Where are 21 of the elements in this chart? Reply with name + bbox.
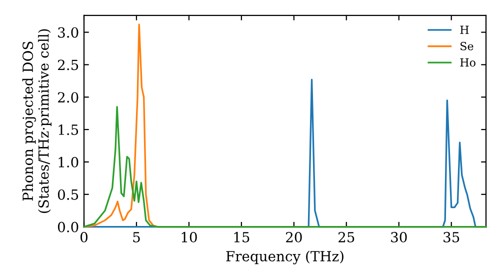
y-axis-title: Phonon projected DOS (States/THz·primitive cell)	[22, 29, 52, 213]
x-tick-label: 10	[182, 232, 197, 242]
y-tick-label: 2.0	[58, 92, 78, 103]
legend-label: Se	[460, 42, 474, 50]
y-tick-label: 0.0	[58, 222, 78, 232]
x-tick-label: 15	[234, 232, 250, 242]
x-tick-label: 35	[444, 232, 460, 242]
y-tick-label: 3.0	[58, 27, 78, 38]
y-tick-label: 0.5	[58, 189, 78, 200]
y-tick-label: 1.0	[58, 156, 78, 168]
x-tick-label: 25	[338, 232, 354, 242]
line-series	[83, 106, 487, 228]
x-tick-label: 5	[133, 232, 140, 242]
legend-label: Ho	[460, 58, 476, 67]
y-tick-label: 1.5	[58, 124, 78, 136]
legend-label: H	[460, 26, 469, 34]
x-tick-label: 20	[286, 232, 302, 242]
x-axis-title: Frequency (THz)	[226, 250, 344, 264]
x-tick-label: 0	[80, 232, 88, 242]
x-tick-label: 30	[391, 232, 407, 242]
y-tick-label: 2.5	[58, 60, 78, 70]
